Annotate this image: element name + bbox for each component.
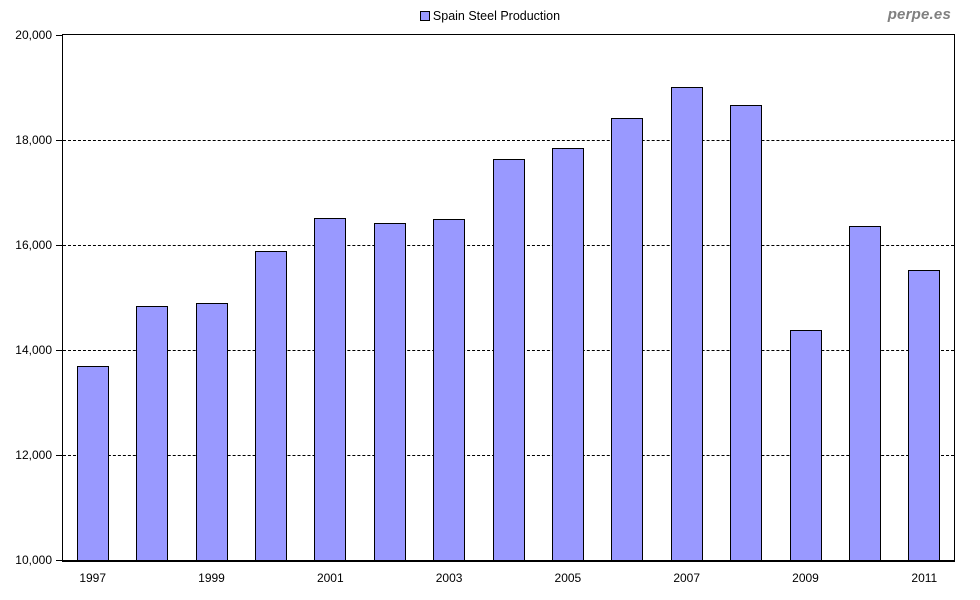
x-axis-label-2003: 2003	[435, 571, 463, 585]
bar-1999	[195, 303, 228, 560]
x-axis-label-2011: 2011	[911, 571, 938, 585]
y-axis-label-20000: 20,000	[15, 28, 52, 42]
bar-2011	[908, 270, 941, 560]
y-axis-label-16000: 16,000	[15, 238, 52, 252]
y-axis-label-10000: 10,000	[15, 553, 52, 567]
bar-1997	[76, 366, 109, 560]
y-axis-tick-14000	[56, 350, 62, 351]
x-axis-label-2001: 2001	[316, 571, 344, 585]
bar-2001	[314, 218, 347, 560]
bar-2006	[611, 118, 644, 560]
legend: Spain Steel Production	[0, 7, 980, 25]
bar-2009	[789, 330, 822, 560]
bar-2008	[730, 105, 763, 560]
gridline-18000	[63, 140, 954, 141]
legend-label: Spain Steel Production	[432, 9, 561, 23]
bar-2005	[551, 148, 584, 560]
y-axis-label-12000: 12,000	[15, 448, 52, 462]
x-axis-label-1997: 1997	[79, 571, 107, 585]
bar-2007	[670, 87, 703, 560]
y-axis-tick-10000	[56, 560, 62, 561]
x-axis-label-2009: 2009	[792, 571, 819, 585]
watermark: perpe.es	[887, 6, 951, 23]
y-axis-tick-20000	[56, 35, 62, 36]
x-axis-label-2007: 2007	[673, 571, 701, 585]
y-axis-tick-16000	[56, 245, 62, 246]
x-axis-label-2005: 2005	[554, 571, 582, 585]
y-axis-tick-18000	[56, 140, 62, 141]
bar-2003	[433, 219, 466, 560]
bar-2004	[492, 159, 525, 560]
legend-marker-icon	[419, 11, 430, 21]
y-axis-label-14000: 14,000	[15, 343, 52, 357]
y-axis-tick-12000	[56, 455, 62, 456]
bar-1998	[136, 306, 169, 560]
bar-2002	[373, 223, 406, 560]
bar-2010	[848, 226, 881, 560]
y-axis-label-18000: 18,000	[15, 133, 52, 147]
bar-2000	[254, 251, 287, 560]
plot-area	[62, 34, 955, 562]
x-axis-label-1999: 1999	[198, 571, 225, 585]
